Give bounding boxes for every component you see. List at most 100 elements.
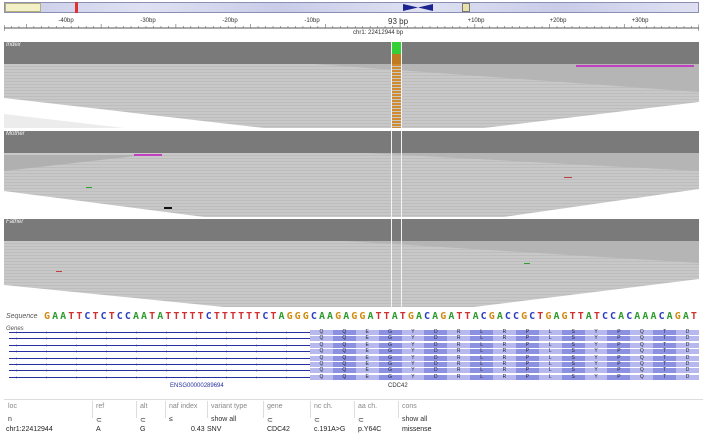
transcript-intron[interactable] [9, 364, 314, 365]
span-label: 93 bp [388, 17, 409, 26]
strand-arrow-icon: › [286, 336, 288, 343]
strand-arrow-icon: › [226, 336, 228, 343]
amino-acid-cell: D [676, 362, 699, 367]
strand-arrow-icon: › [256, 355, 258, 362]
alignment-track-mother[interactable]: Mother [4, 131, 699, 217]
col-header-alt[interactable]: alt [140, 403, 148, 410]
amino-acid-cell: T [653, 355, 677, 361]
filter-ref[interactable]: ⊂ [96, 417, 102, 424]
sequence-base: A [618, 311, 625, 322]
amino-acid-cell: Q [630, 368, 654, 374]
transcript-intron[interactable] [9, 351, 314, 353]
sequence-base: T [108, 311, 115, 322]
filter-alt[interactable]: ⊂ [140, 417, 146, 424]
read-edge-shading [4, 64, 699, 128]
strand-arrow-icon: › [256, 342, 258, 349]
position-ruler [4, 24, 699, 31]
sequence-base: C [610, 311, 617, 322]
amino-acid-cell: L [470, 355, 494, 361]
amino-acid-cell: Y [401, 342, 425, 348]
strand-arrow-icon: › [286, 349, 288, 356]
transcript-intron[interactable] [9, 370, 314, 372]
col-header-type[interactable]: variant type [211, 403, 248, 410]
cell-ref[interactable]: A [96, 426, 101, 433]
amino-acid-cell: Y [584, 330, 608, 335]
center-guide-left [391, 131, 392, 217]
cell-naf[interactable]: 0.43 [191, 426, 205, 433]
strand-arrow-icon: › [106, 362, 108, 368]
ideogram-view-box[interactable] [5, 3, 41, 12]
strand-arrow-icon: › [16, 368, 18, 375]
strand-arrow-icon: › [46, 336, 48, 343]
alignment-track-index[interactable]: Index [4, 42, 699, 128]
cell-nc[interactable]: c.191A>G [314, 426, 346, 433]
amino-acid-cell: L [538, 330, 562, 335]
filter-naf[interactable]: ≤ [169, 416, 173, 423]
amino-acid-cell: P [515, 336, 539, 342]
sequence-base: G [674, 311, 681, 322]
strand-arrow-icon: › [226, 342, 228, 349]
transcript-id-label[interactable]: ENSG00000289694 [170, 383, 224, 389]
center-position-label: chr1: 22412944 bp [353, 30, 404, 36]
alignment-track-father[interactable]: Father [4, 219, 699, 307]
filter-nc[interactable]: ⊂ [314, 417, 320, 424]
transcript-intron[interactable] [9, 344, 314, 346]
track-label: Mother [6, 131, 25, 137]
col-header-aa[interactable]: aa ch. [358, 403, 378, 410]
amino-acid-cell: P [515, 342, 539, 348]
sequence-base: A [141, 311, 148, 322]
strand-arrow-icon: › [256, 374, 258, 381]
amino-acid-cell: P [607, 368, 631, 374]
filter-loc[interactable]: n [8, 416, 12, 423]
transcript-intron[interactable] [9, 332, 314, 333]
col-header-gene[interactable]: gene [267, 403, 283, 410]
col-header-naf[interactable]: naf index [169, 403, 198, 410]
amino-acid-cell: Q [310, 336, 333, 342]
transcript-intron[interactable] [9, 376, 314, 378]
sequence-base: A [52, 311, 59, 322]
filter-aa[interactable]: ⊂ [358, 417, 364, 424]
cell-alt[interactable]: G [140, 426, 146, 433]
tick-label: +20bp [549, 18, 567, 24]
col-header-ref[interactable]: ref [96, 403, 105, 410]
filter-cons[interactable]: show all [402, 416, 428, 423]
strand-arrow-icon: › [166, 342, 168, 349]
gene-track[interactable]: › › › › › › › › › › › › › › › › › › › › › › › › › › › › › › › › › › › › › › › ›… [4, 326, 699, 388]
transcript-intron[interactable] [9, 338, 314, 340]
sequence-base: G [44, 311, 51, 322]
gene-name-label[interactable]: CDC42 [388, 383, 408, 389]
amino-acid-cell: Y [584, 368, 608, 374]
amino-acid-cell: L [470, 362, 494, 367]
amino-acid-cell: Q [310, 362, 333, 367]
amino-acid-cell: P [515, 330, 539, 335]
amino-acid-cell: Q [310, 330, 333, 335]
cell-type[interactable]: SNV [207, 426, 222, 433]
amino-acid-cell: Y [584, 362, 608, 367]
col-header-loc[interactable]: loc [8, 403, 17, 410]
col-header-nc[interactable]: nc ch. [314, 403, 333, 410]
amino-acid-cell: R [447, 374, 471, 380]
cell-cons[interactable]: missense [402, 426, 432, 433]
sequence-base: C [601, 311, 608, 322]
cell-gene[interactable]: CDC42 [267, 426, 290, 433]
strand-arrow-icon: › [226, 355, 228, 362]
transcript-intron[interactable] [9, 357, 314, 359]
filter-gene[interactable]: ⊂ [267, 417, 273, 424]
amino-acid-cell: Y [401, 362, 425, 367]
column-separator [165, 401, 166, 418]
sequence-base: A [585, 311, 592, 322]
amino-acid-cell: L [470, 336, 494, 342]
chromosome-ideogram[interactable] [4, 2, 699, 13]
strand-arrow-icon: › [136, 336, 138, 343]
sequence-base: T [173, 311, 180, 322]
cell-loc[interactable]: chr1:22412944 [6, 426, 53, 433]
amino-acid-cell: G [378, 349, 402, 355]
filter-type[interactable]: show all [211, 416, 237, 423]
col-header-cons[interactable]: cons [402, 403, 417, 410]
amino-acid-cell: S [561, 349, 585, 355]
amino-acid-cell: Y [401, 374, 425, 380]
sequence-base: T [383, 311, 390, 322]
cell-aa[interactable]: p.Y64C [358, 426, 382, 433]
amino-acid-cell: R [493, 342, 516, 348]
sequence-base: T [92, 311, 99, 322]
